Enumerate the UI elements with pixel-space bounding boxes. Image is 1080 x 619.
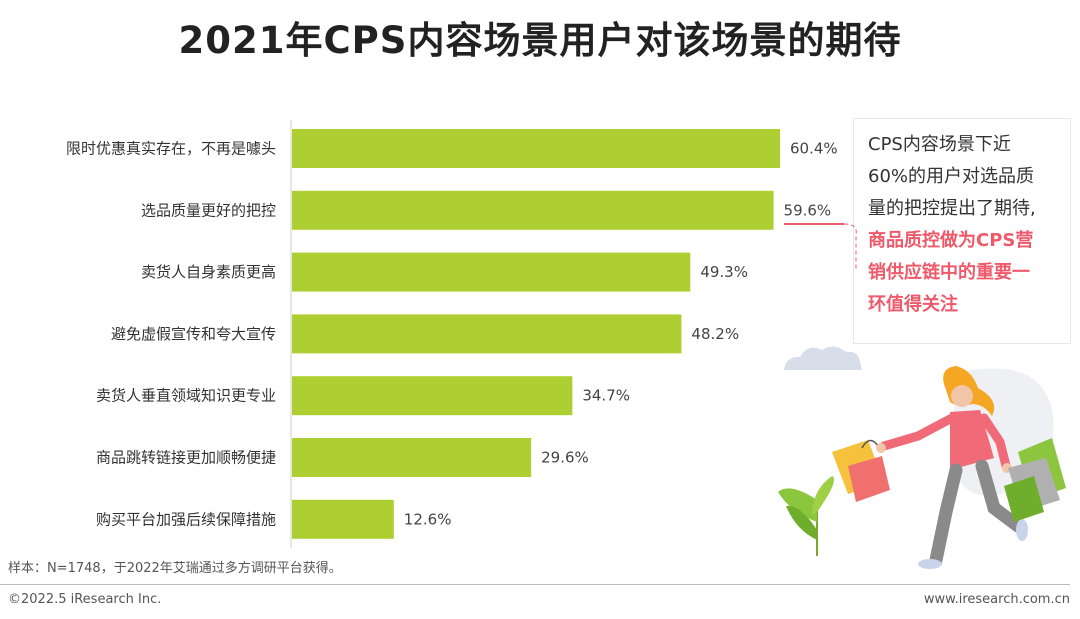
category-label: 避免虚假宣传和夸大宣传 (111, 325, 276, 343)
category-label: 卖货人自身素质更高 (141, 263, 276, 281)
page-title: 2021年CPS内容场景用户对该场景的期待 (178, 19, 902, 62)
bar (292, 129, 780, 168)
bar (292, 376, 573, 416)
bar (292, 438, 532, 477)
data-label: 60.4% (790, 140, 838, 158)
data-label: 34.7% (582, 387, 630, 405)
plant-icon (778, 476, 835, 556)
callout-highlight-1: 商品质控做为CPS营 (868, 230, 1034, 251)
category-label: 选品质量更好的把控 (141, 201, 276, 219)
data-label: 48.2% (691, 325, 739, 343)
data-label: 49.3% (700, 263, 748, 281)
data-label: 12.6% (404, 510, 452, 528)
bar (292, 499, 394, 539)
footer-divider (0, 584, 1070, 585)
category-label: 卖货人垂直领域知识更专业 (96, 387, 276, 405)
data-label: 59.6% (784, 201, 832, 219)
bar (292, 314, 682, 354)
callout-line-2: 60%的用户对选品质 (868, 166, 1035, 187)
cloud-icon (784, 346, 862, 370)
source-note: 样本：N=1748，于2022年艾瑞通过多方调研平台获得。 (8, 561, 342, 576)
data-label: 29.6% (541, 449, 589, 467)
woman-figure (876, 366, 1028, 569)
callout-highlight-2: 销供应链中的重要一 (868, 262, 1030, 283)
category-label: 购买平台加强后续保障措施 (96, 510, 276, 528)
website-link[interactable]: www.iresearch.com.cn (923, 592, 1070, 607)
shopping-bag-right-icon (1004, 438, 1066, 522)
highlight-underline (784, 223, 844, 225)
insight-callout: CPS内容场景下近 60%的用户对选品质 量的把控提出了期待, 商品质控做为CP… (853, 118, 1071, 344)
copyright-text: ©2022.5 iResearch Inc. (8, 592, 162, 607)
callout-highlight-3: 环值得关注 (868, 294, 958, 315)
bar (292, 190, 774, 230)
callout-line-3: 量的把控提出了期待, (868, 198, 1036, 219)
category-label: 商品跳转链接更加顺畅便捷 (96, 449, 276, 467)
bar (292, 252, 691, 292)
category-label: 限时优惠真实存在，不再是噱头 (66, 140, 276, 158)
shopping-bag-left-icon (832, 439, 890, 502)
callout-line-1: CPS内容场景下近 (868, 134, 1011, 155)
bars-group: 限时优惠真实存在，不再是噱头 60.4% 选品质量更好的把控 59.6% 卖货人自身素质… (66, 129, 838, 539)
